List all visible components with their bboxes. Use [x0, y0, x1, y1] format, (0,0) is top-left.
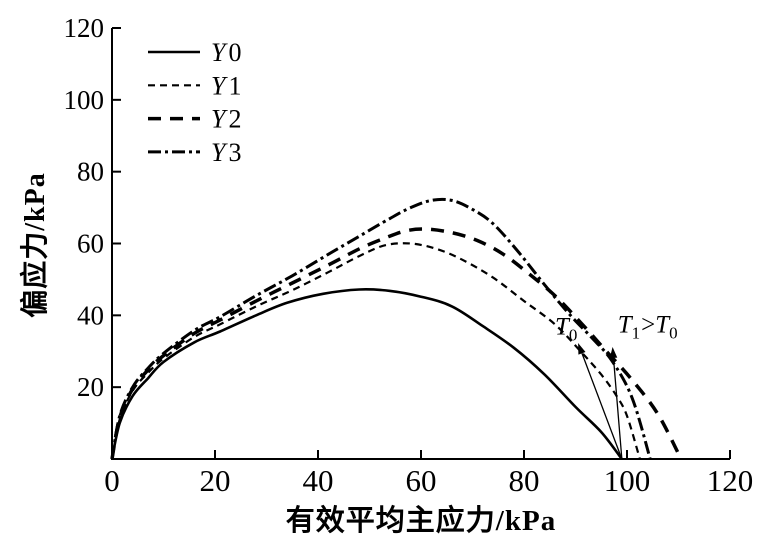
x-tick-label-120: 120	[707, 463, 754, 498]
y-tick-label-20: 20	[77, 372, 104, 402]
x-axis-title: 有效平均主应力/kPa	[285, 505, 557, 536]
x-tick-label-100: 100	[604, 463, 651, 498]
legend: Y 0 Y 1 Y 2 Y 3	[148, 38, 241, 167]
y-tick-label-60: 60	[77, 229, 104, 259]
x-tick-label-0: 0	[104, 463, 120, 498]
arrow-T1	[609, 346, 623, 460]
x-tick-label-60: 60	[406, 463, 437, 498]
arrow-T1-head	[609, 346, 618, 359]
x-tick-label-40: 40	[303, 463, 334, 498]
x-tick-label-80: 80	[509, 463, 540, 498]
annotation-T0: T0	[555, 314, 577, 345]
series-curve-Y1	[110, 242, 641, 460]
arrow-T0	[578, 342, 623, 460]
y-axis: 20 40 60 80 100 120	[64, 13, 121, 402]
arrow-T0-head	[578, 342, 586, 355]
y-tick-label-120: 120	[64, 13, 105, 43]
y-axis-title: 偏应力/kPa	[20, 172, 51, 318]
y-tick-label-80: 80	[77, 157, 104, 187]
series-curve-Y0	[110, 288, 623, 460]
arrow-T1-line	[612, 357, 623, 460]
y-tick-label-100: 100	[64, 85, 105, 115]
axis-frame	[111, 28, 730, 460]
annotation-T1-gt-T0: T1>T0	[618, 312, 678, 343]
x-tick-label-20: 20	[200, 463, 231, 498]
series-curve-Y2	[110, 227, 683, 460]
arrow-T0-line	[581, 353, 623, 460]
x-axis: 0 20 40 60 80 100 120	[104, 450, 753, 498]
y-tick-label-40: 40	[77, 300, 104, 330]
